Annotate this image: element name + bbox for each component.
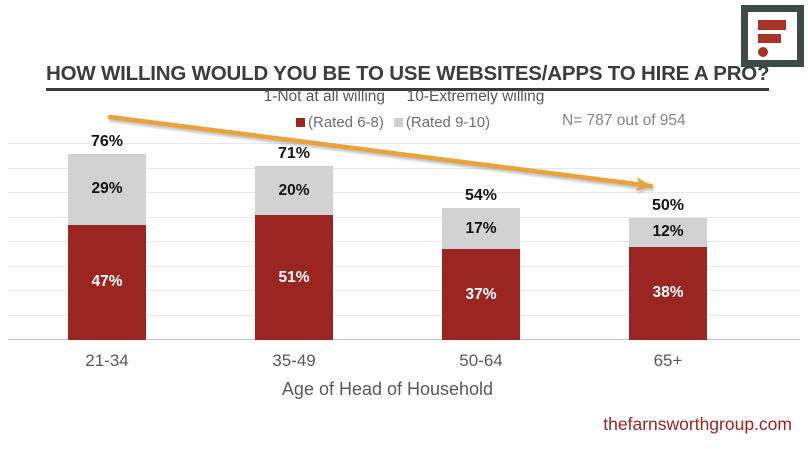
total-value-label: 50%	[651, 196, 685, 214]
segment-value-label: 17%	[465, 219, 497, 237]
rating-scale-note: 1-Not at all willing 10-Extremely willin…	[263, 88, 545, 105]
bar-group-21-34: 47% 29% 76%	[68, 128, 146, 340]
gridline	[8, 192, 800, 193]
segment-value-label: 38%	[652, 284, 684, 302]
legend-swatch-gray-icon	[393, 117, 403, 127]
gridline	[8, 314, 800, 316]
bar-segment-rated-9-10: 20%	[255, 166, 333, 216]
bar-segment-rated-6-8: 51%	[255, 215, 333, 340]
total-value-label: 71%	[277, 145, 311, 163]
chart-title: HOW WILLING WOULD YOU BE TO USE WEBSITES…	[46, 62, 770, 91]
x-axis-label-35-49: 35-49	[272, 351, 316, 370]
website-url: thefarnsworthgroup.com	[603, 414, 792, 434]
bar-group-35-49: 51% 20% 71%	[255, 140, 333, 340]
bar-segment-rated-9-10: 12%	[629, 217, 707, 247]
plot-area: 47% 29% 76% 51% 20% 71% 37% 17% 54% 38% 12% 50%	[8, 133, 800, 340]
gridline	[8, 216, 800, 218]
legend-item-rated-6-8: (Rated 6-8)	[296, 114, 384, 131]
gridline	[8, 241, 800, 242]
x-axis-title: Age of Head of Household	[281, 379, 494, 399]
legend-label: (Rated 9-10)	[405, 113, 491, 131]
bar-segment-rated-9-10: 29%	[68, 153, 146, 225]
legend-label: (Rated 6-8)	[308, 113, 384, 131]
x-axis-label-50-64: 50-64	[459, 351, 503, 370]
gridline	[8, 290, 800, 291]
legend-item-rated-9-10: (Rated 9-10)	[393, 113, 491, 131]
logo-dot-icon	[758, 47, 768, 57]
bar-segment-rated-6-8: 37%	[442, 249, 520, 340]
bar-segment-rated-6-8: 38%	[629, 246, 707, 340]
x-axis-label-65+: 65+	[653, 351, 683, 370]
bar-segment-rated-9-10: 17%	[442, 207, 520, 250]
bar-segment-rated-6-8: 47%	[68, 224, 146, 340]
legend-swatch-red-icon	[296, 117, 305, 127]
segment-value-label: 29%	[91, 180, 123, 198]
segment-value-label: 47%	[91, 273, 123, 291]
logo-bar-icon	[758, 20, 786, 30]
x-axis-baseline	[8, 339, 800, 340]
bar-group-65+: 38% 12% 50%	[629, 192, 707, 340]
farnsworth-group-logo	[741, 5, 804, 67]
x-axis-label-21-34: 21-34	[85, 351, 129, 370]
legend: (Rated 6-8) (Rated 9-10)	[296, 113, 490, 131]
gridline	[8, 265, 800, 267]
bar-group-50-64: 37% 17% 54%	[442, 182, 520, 340]
segment-value-label: 20%	[278, 181, 310, 199]
total-value-label: 54%	[464, 186, 498, 204]
segment-value-label: 12%	[652, 223, 684, 241]
logo-bar-icon	[758, 34, 781, 43]
total-value-label: 76%	[90, 132, 124, 150]
sample-size-note: N= 787 out of 954	[562, 112, 686, 129]
segment-value-label: 37%	[465, 285, 497, 303]
segment-value-label: 51%	[278, 268, 310, 286]
